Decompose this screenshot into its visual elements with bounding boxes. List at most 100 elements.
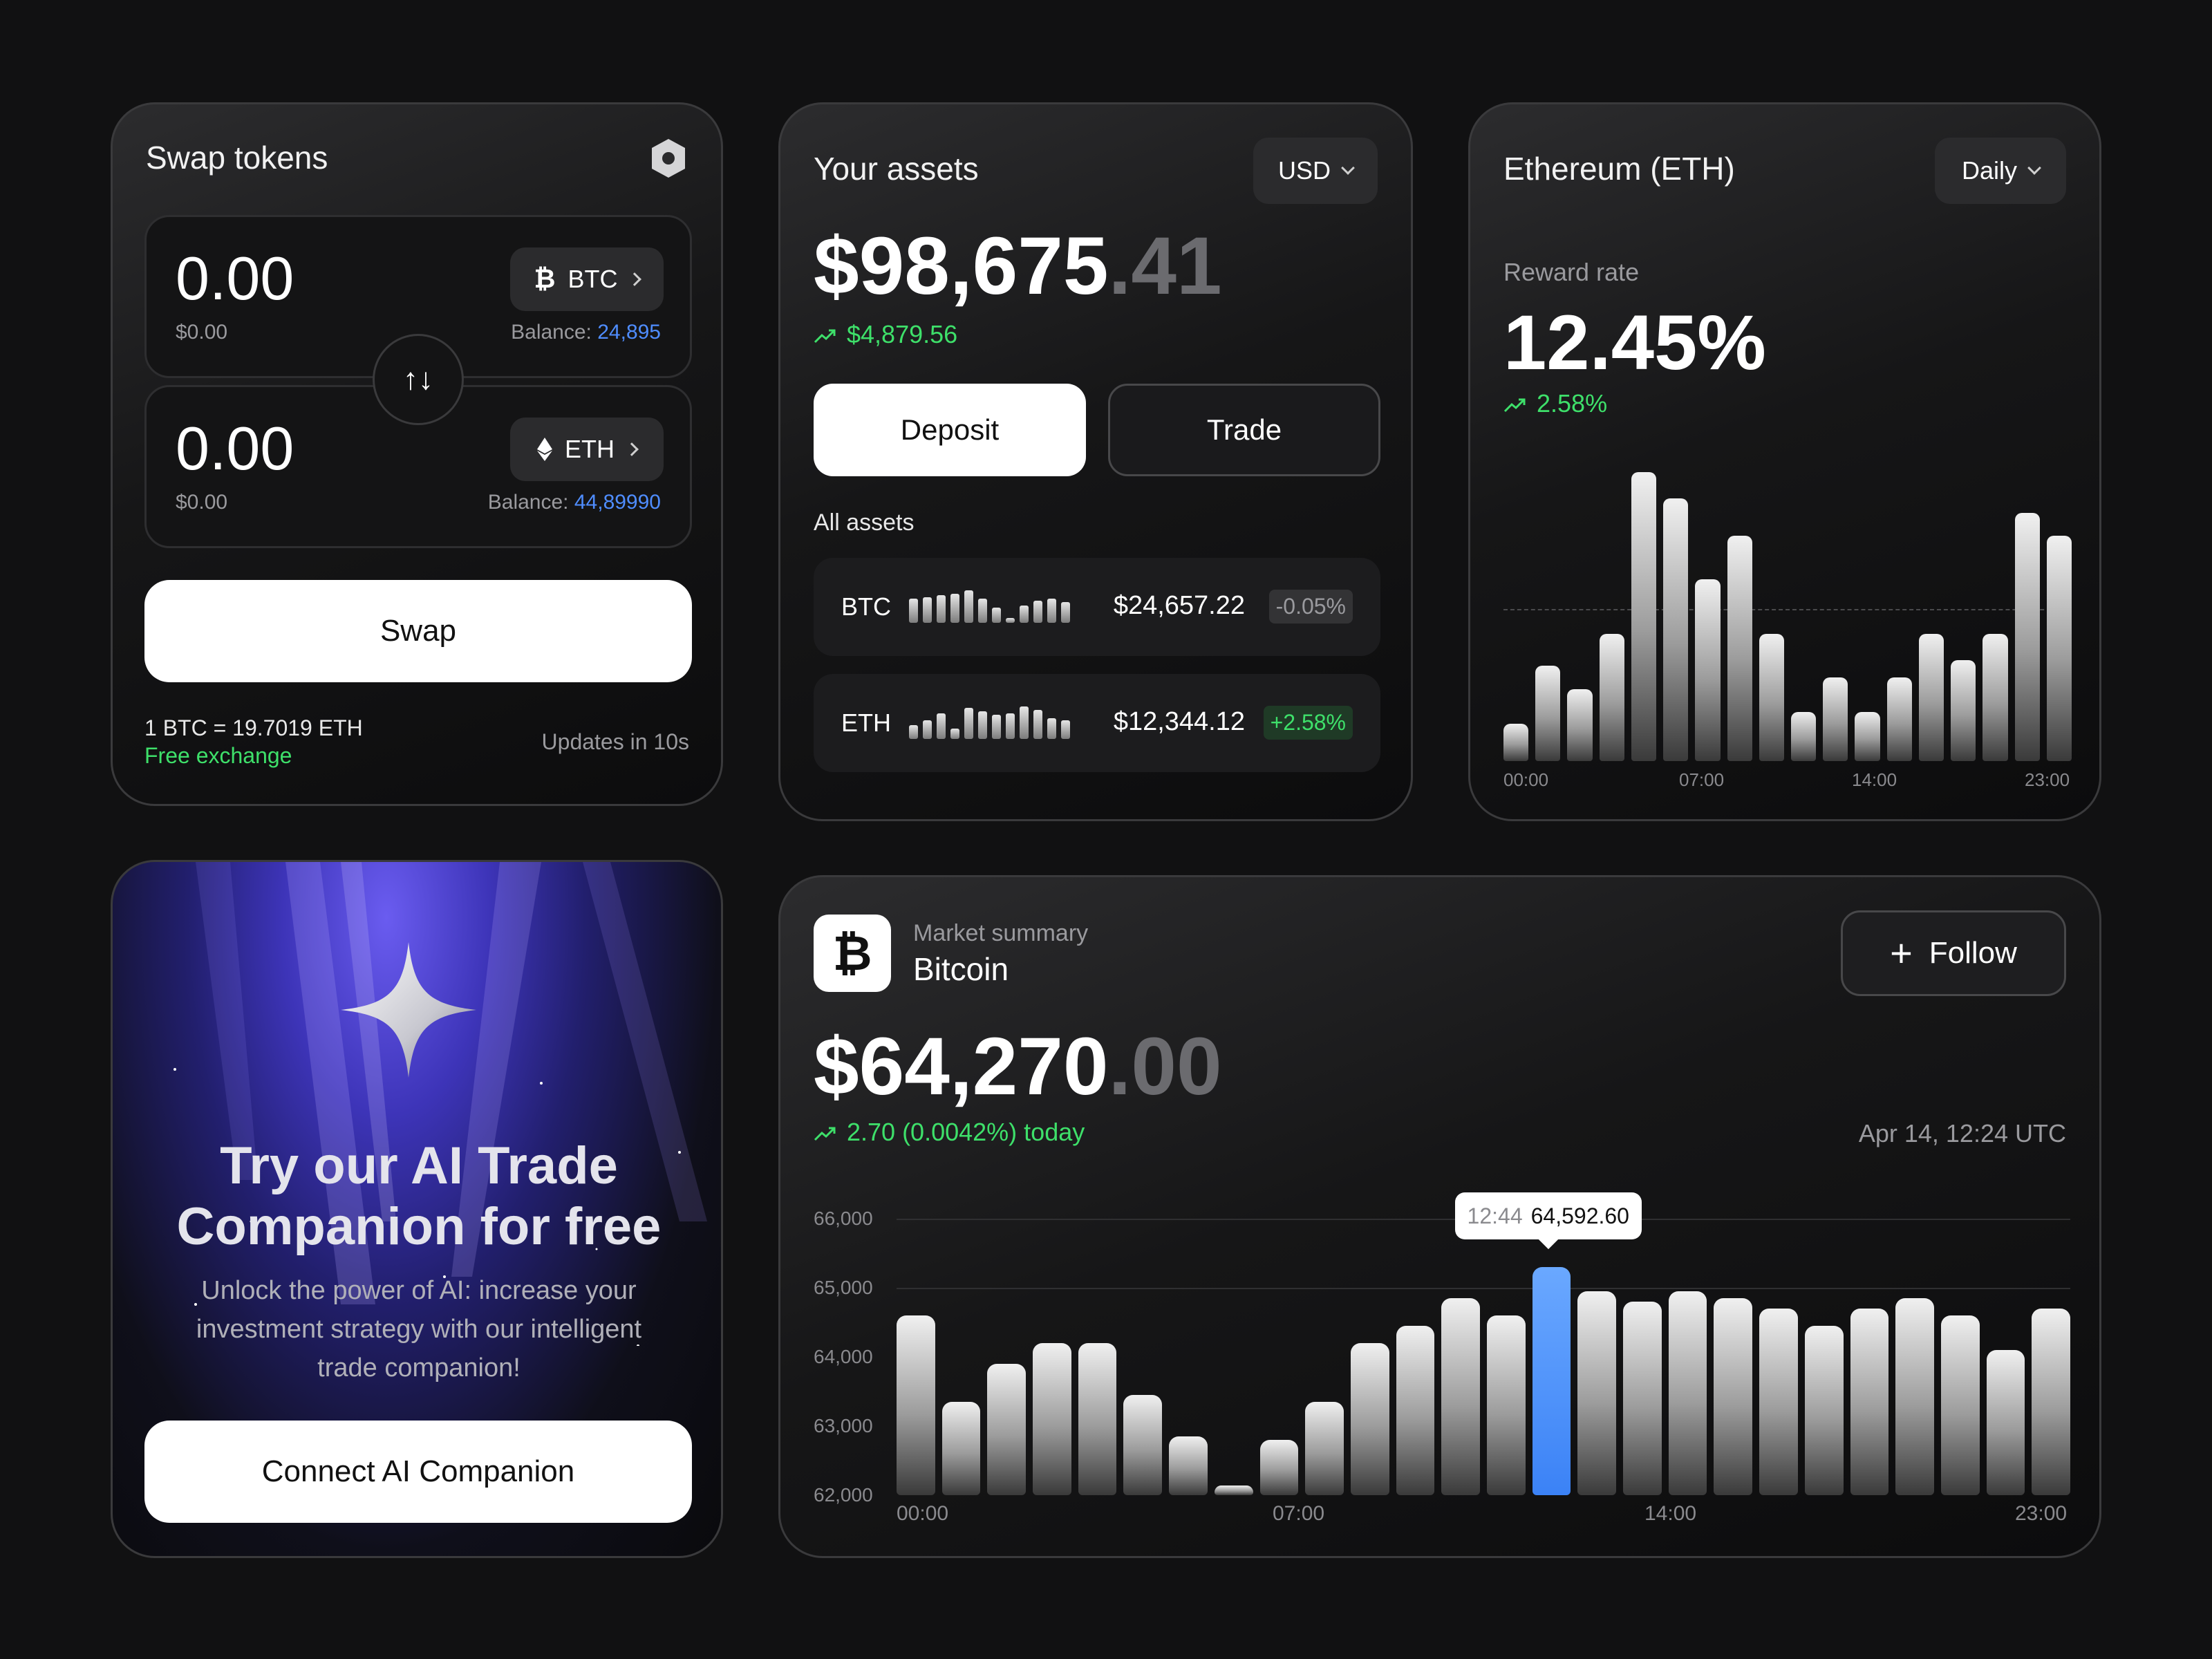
trade-button[interactable]: Trade [1108, 384, 1380, 476]
deposit-button[interactable]: Deposit [814, 384, 1086, 476]
spark-bar [1006, 713, 1015, 739]
currency-label: USD [1277, 156, 1331, 185]
free-exchange-label: Free exchange [144, 743, 292, 768]
x-tick: 23:00 [2025, 769, 2070, 790]
market-summary-card: ₿ Market summary Bitcoin + Follow $64,27… [778, 875, 2101, 1558]
swap-direction-button[interactable]: ↑↓ [373, 334, 464, 425]
reward-rate-label: Reward rate [1503, 258, 1640, 286]
price-bar[interactable] [1759, 1309, 1798, 1495]
price-bar[interactable] [1895, 1298, 1934, 1495]
period-dropdown[interactable]: Daily [1935, 138, 2066, 204]
spark-bar [992, 607, 1001, 623]
price-bar[interactable] [1668, 1291, 1707, 1495]
price-bar[interactable] [2032, 1309, 2070, 1495]
price-bar[interactable] [1169, 1436, 1208, 1495]
follow-button[interactable]: + Follow [1841, 910, 2066, 996]
bitcoin-icon: ₿ [534, 264, 556, 294]
asset-row-btc[interactable]: BTC $24,657.22 -0.05% [814, 558, 1380, 656]
eth-card: Ethereum (ETH) Daily Reward rate 12.45% … [1468, 102, 2101, 821]
from-balance: Balance: 24,895 [511, 321, 661, 344]
balance-change: $4,879.56 [814, 320, 957, 349]
reward-bar [1727, 535, 1752, 761]
asset-change-badge: -0.05% [1268, 590, 1353, 624]
swap-from-box[interactable]: 0.00 $0.00 ₿ BTC Balance: 24,895 [144, 215, 692, 378]
grid-line [897, 1288, 2070, 1289]
market-bar-chart [897, 1219, 2070, 1495]
reward-bar [1599, 634, 1624, 761]
reward-bar [1823, 677, 1848, 761]
eth-title: Ethereum (ETH) [1503, 151, 1735, 187]
price-bar[interactable] [941, 1402, 981, 1495]
chart-tooltip: 12:44 64,592.60 [1454, 1192, 1642, 1250]
chevron-right-icon [628, 272, 642, 286]
from-usd-value: $0.00 [176, 321, 228, 344]
price-bar[interactable] [1396, 1326, 1435, 1495]
reward-bar [1791, 711, 1817, 761]
price-bar[interactable] [1850, 1309, 1889, 1495]
price-bar[interactable] [1259, 1440, 1299, 1495]
price-bar[interactable] [1441, 1298, 1480, 1495]
price-bar[interactable] [987, 1364, 1027, 1495]
x-tick: 07:00 [1679, 769, 1725, 790]
spark-bar [950, 729, 959, 739]
connect-ai-button[interactable]: Connect AI Companion [144, 1421, 692, 1523]
price-bar[interactable] [1350, 1343, 1389, 1495]
ai-headline: Try our AI Trade Companion for free [176, 1136, 662, 1256]
price-bar[interactable] [1033, 1343, 1071, 1495]
spark-bar [978, 711, 987, 739]
market-date: Apr 14, 12:24 UTC [1858, 1119, 2066, 1147]
to-usd-value: $0.00 [176, 491, 228, 514]
price-bar[interactable] [897, 1315, 935, 1495]
from-token-selector[interactable]: ₿ BTC [510, 247, 664, 311]
price-bar[interactable] [1078, 1343, 1117, 1495]
currency-dropdown[interactable]: USD [1253, 138, 1378, 204]
hexagon-settings-icon[interactable] [649, 138, 688, 179]
highlighted-bar[interactable] [1532, 1267, 1571, 1495]
reward-bar [1886, 677, 1912, 761]
swap-card: Swap tokens 0.00 $0.00 ₿ BTC Balance: 24… [111, 102, 723, 806]
reward-bar-chart [1503, 472, 2072, 761]
price-bar[interactable] [1214, 1485, 1253, 1495]
spark-bar [1020, 706, 1029, 739]
spark-bar [937, 713, 946, 739]
average-dashed-line [1503, 609, 2072, 610]
swap-button[interactable]: Swap [144, 580, 692, 682]
asset-change-badge: +2.58% [1263, 706, 1353, 740]
spark-bar [1061, 720, 1070, 739]
price-bar[interactable] [1123, 1395, 1163, 1495]
price-bar[interactable] [1623, 1302, 1662, 1495]
from-amount-input[interactable]: 0.00 [176, 244, 294, 312]
assets-card: Your assets USD $98,675.41 $4,879.56 Dep… [778, 102, 1413, 821]
reward-bar [1983, 634, 2008, 761]
to-amount-input[interactable]: 0.00 [176, 414, 294, 482]
bitcoin-icon: ₿ [814, 915, 891, 992]
price-bar[interactable] [1305, 1402, 1344, 1495]
price-bar[interactable] [1577, 1291, 1617, 1495]
reward-bar [1951, 659, 1976, 761]
tooltip-time: 12:44 [1467, 1203, 1523, 1228]
price-bar[interactable] [1487, 1315, 1526, 1495]
spark-bar [1047, 599, 1056, 623]
chevron-down-icon [1341, 161, 1355, 175]
reward-bar [1759, 634, 1784, 761]
spark-bar [909, 599, 918, 623]
spark-bar [964, 590, 973, 623]
to-token-selector[interactable]: ETH [510, 418, 664, 481]
price-bar[interactable] [1714, 1298, 1753, 1495]
swap-title: Swap tokens [146, 140, 328, 176]
market-price: $64,270.00 [814, 1021, 1222, 1112]
update-timer: Updates in 10s [541, 729, 689, 754]
exchange-rate: 1 BTC = 19.7019 ETH [144, 715, 363, 740]
market-summary-label: Market summary [913, 920, 1089, 946]
sparkle-star-icon [341, 942, 476, 1078]
x-tick: 00:00 [897, 1502, 949, 1525]
x-tick: 07:00 [1273, 1502, 1325, 1525]
asset-row-eth[interactable]: ETH $12,344.12 +2.58% [814, 674, 1380, 772]
price-bar[interactable] [1940, 1315, 1980, 1495]
all-assets-label: All assets [814, 509, 915, 536]
x-tick: 23:00 [2015, 1502, 2068, 1525]
reward-bar [1535, 666, 1561, 761]
price-bar[interactable] [1986, 1350, 2025, 1495]
asset-symbol: ETH [841, 709, 891, 737]
price-bar[interactable] [1804, 1326, 1844, 1495]
